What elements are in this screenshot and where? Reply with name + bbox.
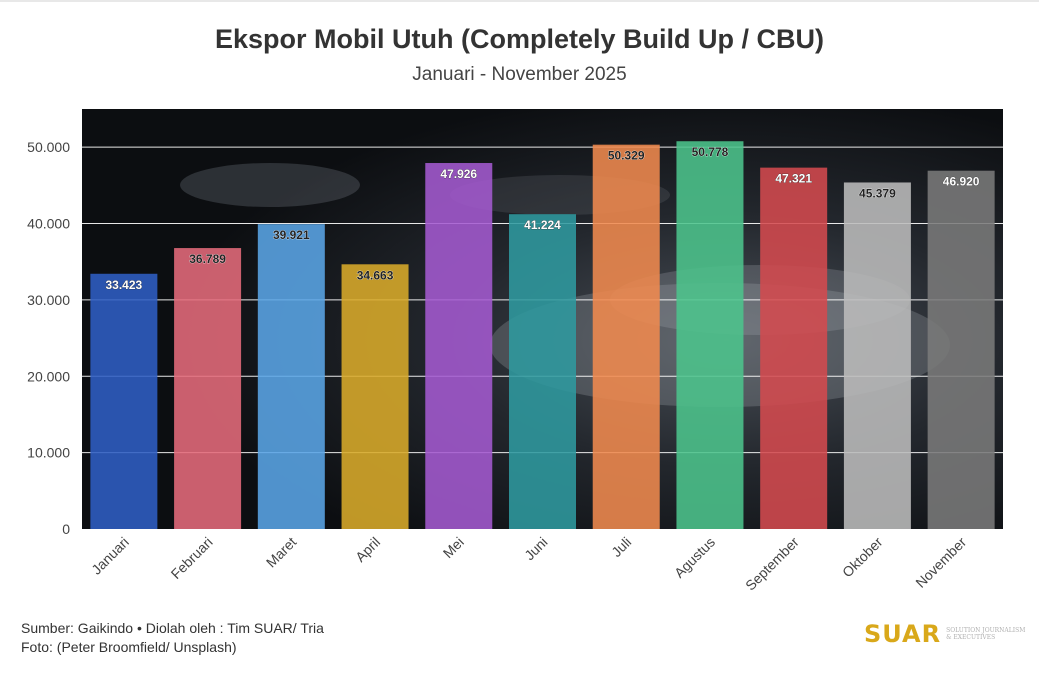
y-tick-label: 20.000 — [27, 368, 70, 384]
y-tick-label: 40.000 — [27, 216, 70, 232]
y-tick-label: 0 — [62, 521, 70, 537]
y-tick-label: 50.000 — [27, 139, 70, 155]
data-label: 50.329 — [608, 149, 645, 163]
photo-credit: Foto: (Peter Broomfield/ Unsplash) — [21, 639, 237, 655]
bar-juli — [592, 144, 660, 530]
x-tick-label: Oktober — [839, 534, 886, 581]
logo-word: SUAR — [864, 620, 942, 648]
chart-subtitle: Januari - November 2025 — [412, 64, 627, 85]
bar-agustus — [676, 141, 744, 529]
data-label: 50.778 — [692, 145, 729, 159]
x-tick-label: April — [352, 534, 383, 565]
bar-januari — [90, 273, 158, 529]
data-label: 47.926 — [440, 167, 477, 181]
x-tick-label: November — [912, 534, 969, 591]
x-tick-label: Mei — [440, 534, 467, 561]
bar-april — [341, 264, 409, 529]
x-tick-label: September — [742, 534, 802, 594]
x-tick-label: Agustus — [671, 534, 718, 581]
x-tick-label: Juli — [608, 534, 634, 560]
y-tick-label: 30.000 — [27, 292, 70, 308]
data-label: 47.321 — [775, 172, 812, 186]
y-axis-ticks: 0 10.000 20.000 30.000 40.000 50.000 — [27, 139, 70, 537]
data-label: 41.224 — [524, 218, 561, 232]
logo-tagline: SOLUTION JOURNALISM & EXECUTIVES — [946, 627, 1026, 641]
suar-logo: SUAR SOLUTION JOURNALISM & EXECUTIVES — [864, 620, 1026, 648]
data-label: 34.663 — [357, 268, 394, 282]
bar-november — [927, 170, 995, 529]
data-label: 45.379 — [859, 186, 896, 200]
car-silhouette — [180, 163, 360, 207]
bar-februari — [174, 248, 242, 530]
source-note: Sumber: Gaikindo • Diolah oleh : Tim SUA… — [21, 620, 324, 636]
bar-september — [760, 167, 828, 529]
x-tick-label: Juni — [521, 534, 550, 563]
x-tick-label: Januari — [88, 534, 132, 578]
y-tick-label: 10.000 — [27, 445, 70, 461]
top-rule — [0, 0, 1039, 2]
bar-juni — [509, 214, 576, 529]
x-axis-ticks: Januari Februari Maret April Mei Juni Juli Agus… — [88, 534, 969, 594]
data-label: 39.921 — [273, 228, 310, 242]
bar-mei — [425, 163, 493, 529]
x-tick-label: Maret — [263, 534, 300, 571]
data-label: 33.423 — [106, 278, 143, 292]
bars: 33.423 36.789 39.921 34.663 47.926 41.224 50.3… — [90, 141, 995, 530]
data-label: 46.920 — [943, 175, 980, 189]
x-tick-label: Februari — [168, 534, 216, 582]
chart-title: Ekspor Mobil Utuh (Completely Build Up /… — [215, 24, 824, 54]
bar-oktober — [843, 182, 911, 529]
data-label: 36.789 — [189, 252, 226, 266]
bar-maret — [257, 224, 325, 529]
